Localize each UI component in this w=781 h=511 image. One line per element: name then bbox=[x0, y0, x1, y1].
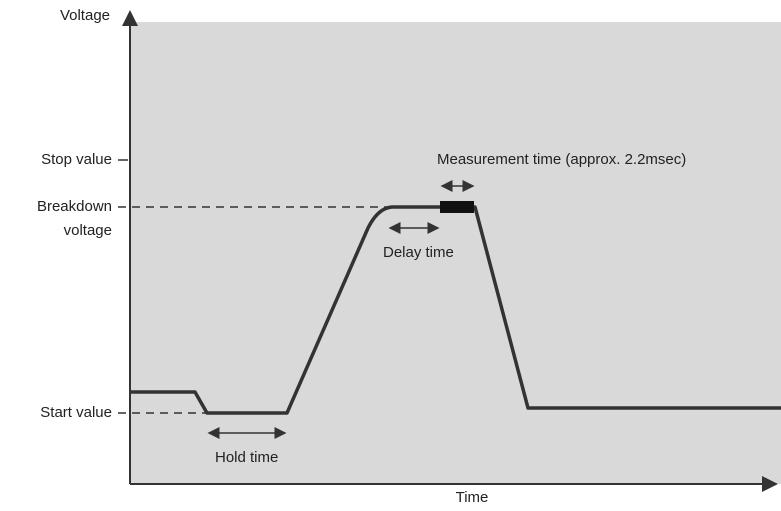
start-label: Start value bbox=[40, 404, 112, 421]
voltage-waveform bbox=[130, 205, 781, 415]
delay-label: Delay time bbox=[383, 244, 454, 261]
measurement-window bbox=[440, 201, 474, 213]
x-axis-label: Time bbox=[456, 489, 489, 506]
y-axis-label: Voltage bbox=[60, 7, 110, 24]
breakdown-label: Breakdown bbox=[37, 198, 112, 215]
stop-label: Stop value bbox=[41, 151, 112, 168]
breakdown-label: voltage bbox=[64, 222, 112, 239]
hold-label: Hold time bbox=[215, 449, 278, 466]
measurement-label: Measurement time (approx. 2.2msec) bbox=[437, 151, 686, 168]
